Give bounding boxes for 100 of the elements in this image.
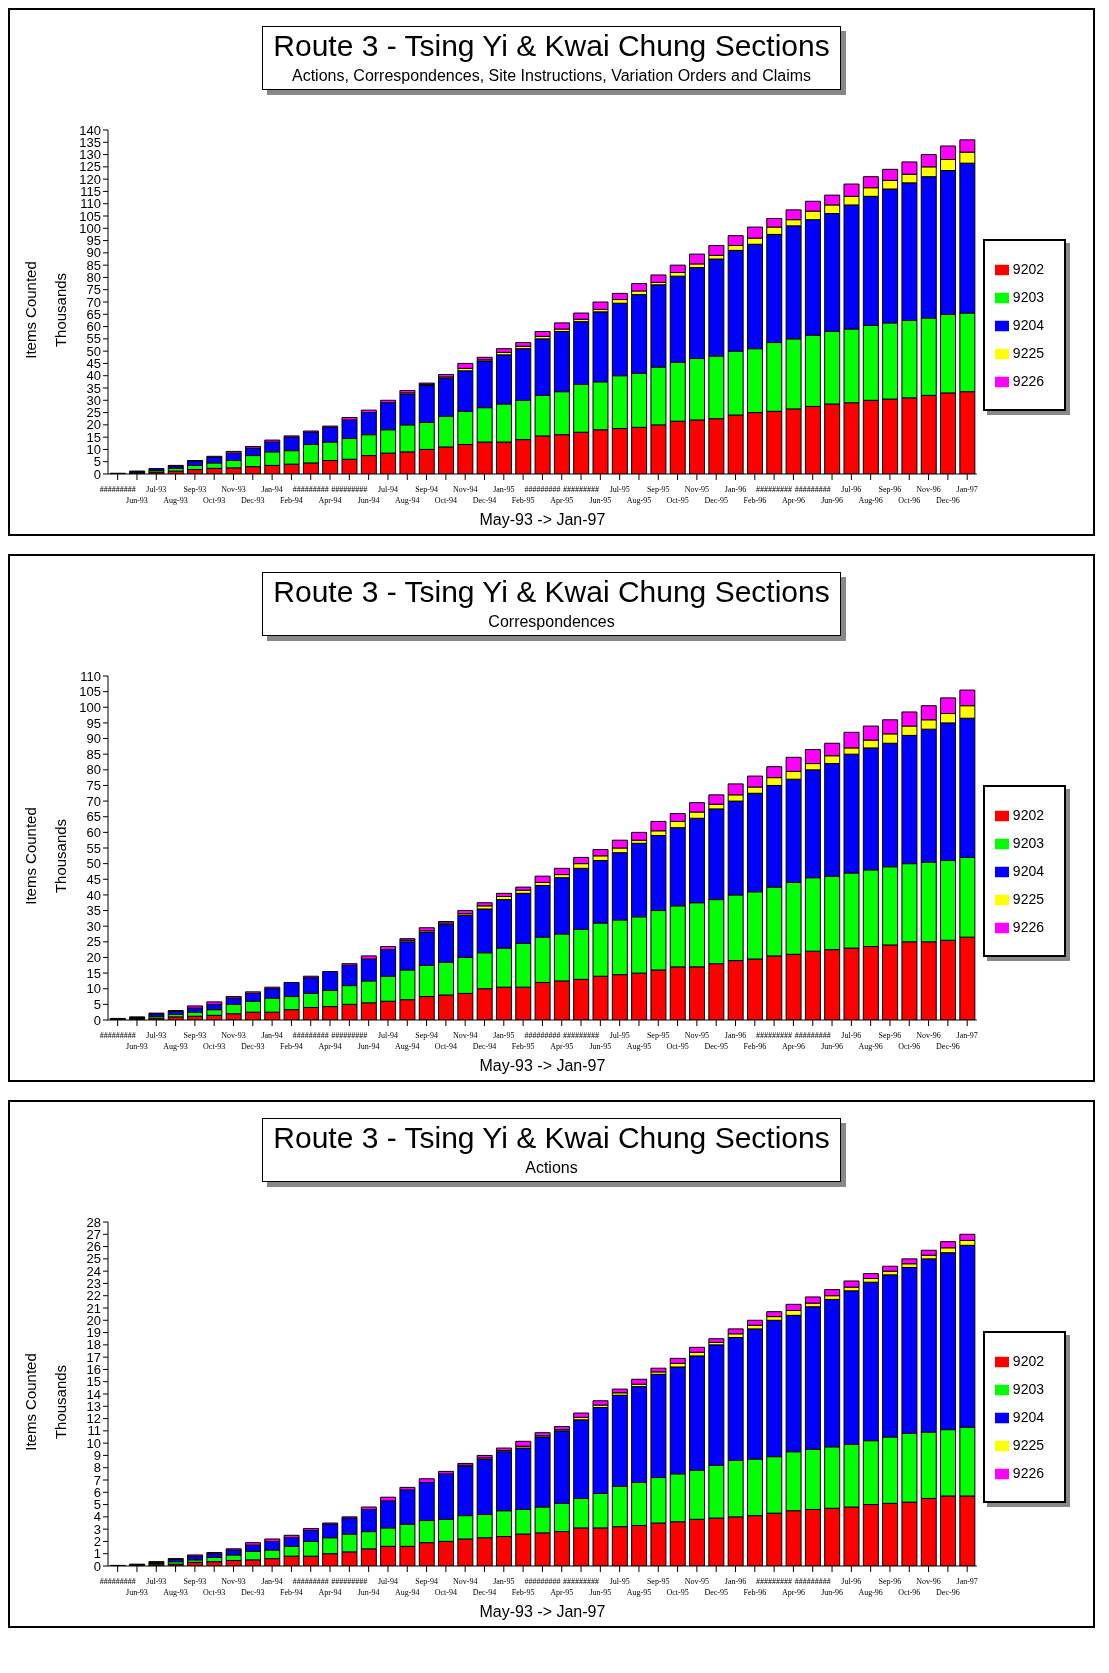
legend-label: 9203 [1012,289,1044,305]
x-tick-label: Jun-95 [589,1588,612,1597]
x-tick-label: Nov-96 [916,1031,941,1040]
x-tick-label: Jan-96 [724,485,747,494]
legend-label: 9225 [1012,1437,1044,1453]
x-tick-label: ######### [292,485,329,494]
x-tick-label: Oct-93 [203,1042,226,1051]
x-tick-label: Feb-94 [280,1588,303,1597]
x-tick-label: Jan-94 [261,1031,283,1040]
x-tick-label: Jul-95 [609,1577,630,1586]
x-tick-label: ######### [563,1577,600,1586]
x-tick-label: Jan-96 [724,1577,747,1586]
x-tick-label: Feb-95 [511,1042,535,1051]
x-tick-label: Aug-95 [626,496,652,505]
y-tick-label: 0 [93,1012,101,1028]
x-tick-label: Apr-95 [550,1588,574,1597]
x-tick-label: ######### [99,1031,136,1040]
y-tick-label: 60 [86,824,101,840]
legend-label: 9226 [1012,1465,1044,1481]
x-tick-label: Oct-96 [898,496,921,505]
x-tick-label: Jul-94 [377,1031,398,1040]
x-tick-label: Dec-93 [241,1588,265,1597]
legend-label: 9202 [1012,807,1044,823]
x-tick-label: Sep-95 [646,1031,670,1040]
x-tick-label: Aug-95 [626,1588,652,1597]
x-tick-label: Sep-94 [415,485,438,494]
x-tick-label: Aug-96 [858,496,883,505]
legend-label: 9226 [1012,919,1044,935]
y-tick-label: 10 [86,981,101,997]
x-axis-title: May-93 -> Jan-97 [479,1603,606,1620]
x-tick-label: Dec-95 [704,1042,728,1051]
x-tick-label: Jan-95 [493,1577,515,1586]
y-tick-label: 15 [86,965,101,981]
legend-label: 9202 [1012,1353,1044,1369]
x-tick-label: ######### [524,1577,561,1586]
chart-subtitle: Correspondences [487,613,616,631]
x-tick-label: Nov-95 [684,485,710,494]
x-tick-label: Jun-94 [357,496,380,505]
x-tick-label: Jul-93 [146,1031,167,1040]
y-tick-label: 95 [86,715,101,731]
x-tick-label: Feb-96 [743,496,767,505]
x-tick-label: Jul-93 [146,485,167,494]
x-tick-label: Dec-96 [936,1588,960,1597]
x-tick-label: Dec-95 [704,496,728,505]
x-tick-label: Jul-95 [609,485,630,494]
y-axis-title: Items Counted Thousands [21,807,69,905]
x-tick-label: ######### [794,1031,831,1040]
x-tick-label: Jun-93 [126,1042,148,1051]
x-tick-label: Nov-93 [221,485,246,494]
x-tick-label: Jun-93 [126,1588,148,1597]
x-tick-label: Jul-94 [377,1577,398,1586]
x-tick-label: Jan-94 [261,1577,283,1586]
x-tick-label: Aug-93 [163,496,188,505]
x-tick-label: Feb-94 [280,496,303,505]
legend-label: 9204 [1012,863,1044,879]
x-tick-label: Sep-95 [646,1577,670,1586]
x-tick-label: Oct-94 [434,496,457,505]
y-tick-label: 40 [86,887,101,903]
x-tick-label: Jun-94 [357,1588,380,1597]
x-tick-label: Jun-96 [821,1042,843,1051]
x-tick-label: Apr-94 [318,496,342,505]
x-tick-label: Jul-96 [841,1577,862,1586]
y-tick-label: 80 [86,762,101,778]
y-tick-label: 85 [86,746,101,762]
x-tick-label: ######### [524,1031,561,1040]
x-tick-label: ######### [292,1577,329,1586]
x-tick-label: Oct-93 [203,496,226,505]
x-tick-label: Jan-95 [493,485,515,494]
x-tick-label: Nov-95 [684,1577,710,1586]
y-tick-label: 20 [86,950,101,966]
x-tick-label: Nov-94 [452,485,478,494]
x-tick-label: ######### [292,1031,329,1040]
x-tick-label: Nov-93 [221,1031,246,1040]
x-tick-label: Feb-95 [511,1588,535,1597]
y-tick-label: 25 [86,934,101,950]
x-tick-label: Jan-94 [261,485,283,494]
legend-label: 9225 [1012,891,1044,907]
x-tick-label: Jun-95 [589,496,612,505]
x-tick-label: Sep-94 [415,1577,438,1586]
x-axis-title: May-93 -> Jan-97 [479,1057,606,1074]
y-tick-label: 50 [86,856,101,872]
y-tick-label: 55 [86,840,101,856]
x-tick-label: Jul-96 [841,1031,862,1040]
x-tick-label: ######### [756,1031,793,1040]
legend-label: 9204 [1012,1409,1044,1425]
x-tick-label: ######### [99,1577,136,1586]
legend-label: 9225 [1012,345,1044,361]
x-tick-label: Apr-96 [781,1042,805,1051]
chart-subtitle: Actions, Correspondences, Site Instructions, Variation Orders and Claims [290,67,812,85]
x-tick-label: Oct-95 [666,1042,689,1051]
x-tick-label: ######### [524,485,561,494]
x-tick-label: Oct-96 [898,1042,921,1051]
legend-label: 9203 [1012,1381,1044,1397]
chart-title: Route 3 - Tsing Yi & Kwai Chung Sections [273,1121,830,1155]
x-tick-label: Jul-95 [609,1031,630,1040]
x-tick-label: Dec-96 [936,496,960,505]
x-tick-label: Dec-95 [704,1588,728,1597]
y-tick-label: 30 [86,918,101,934]
x-tick-label: Jan-97 [956,1031,978,1040]
x-tick-label: Jun-93 [126,496,148,505]
